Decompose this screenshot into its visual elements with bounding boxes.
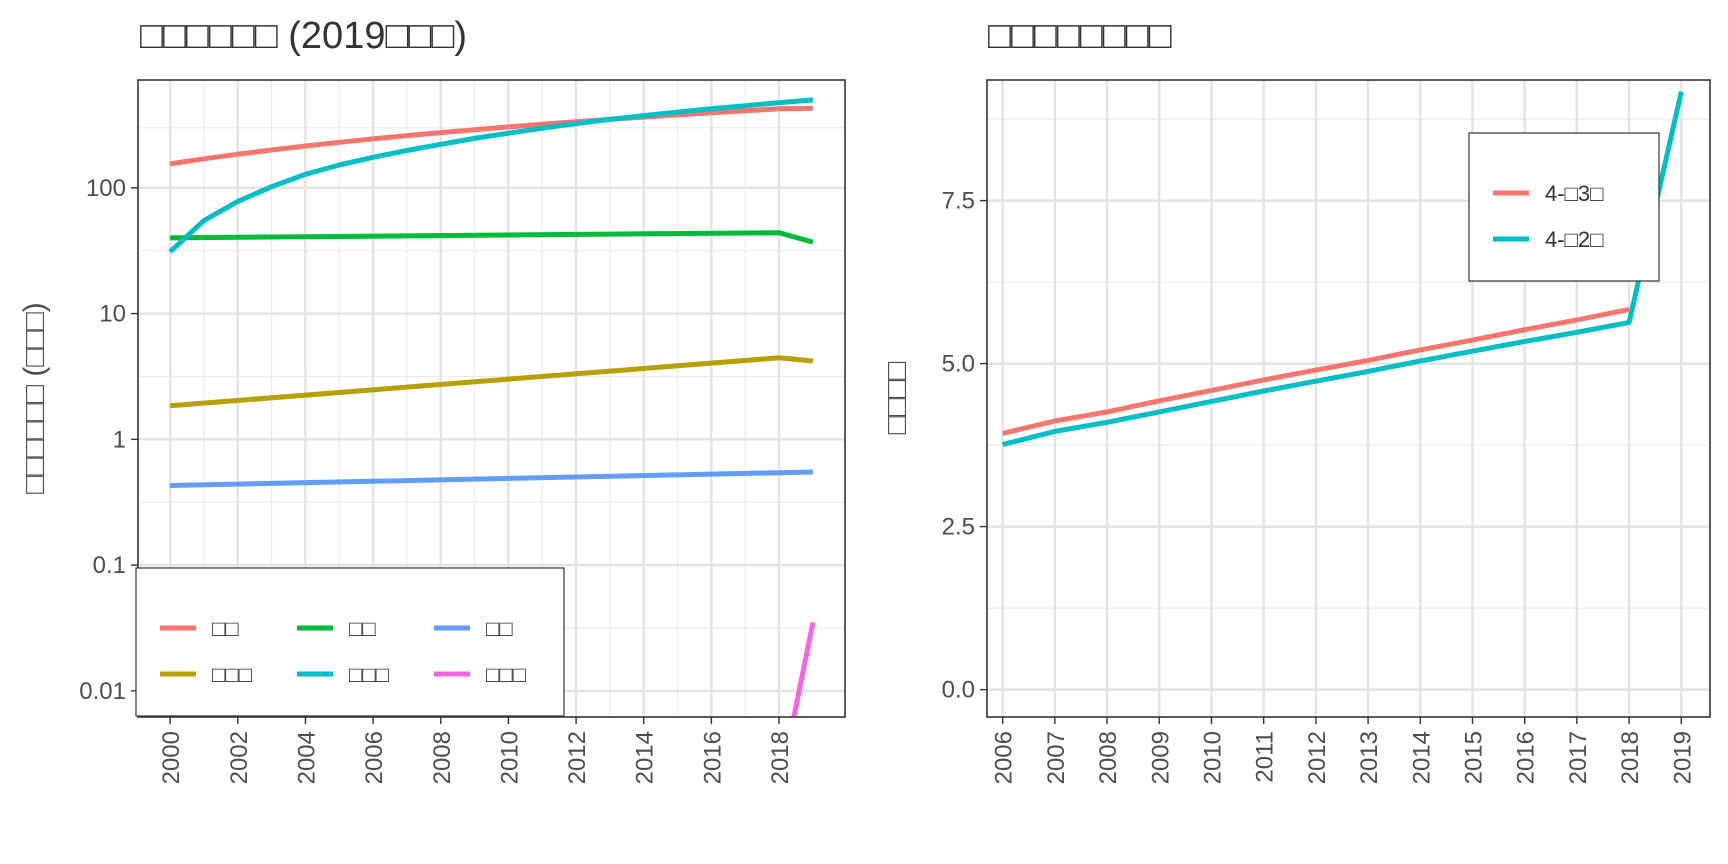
series-line bbox=[1002, 307, 1630, 436]
x-tick-label: 2004 bbox=[293, 731, 320, 784]
x-tick-label: 2012 bbox=[564, 731, 591, 784]
right-legend: 4-□3□ 4-□2□ bbox=[1468, 132, 1660, 282]
x-tick-label: 2016 bbox=[699, 731, 726, 784]
x-tick-label: 2000 bbox=[158, 731, 185, 784]
x-tick-label: 2019 bbox=[1669, 731, 1696, 784]
x-tick-label: 2007 bbox=[1043, 731, 1070, 784]
right-chart-title: □□□□□□□□ bbox=[988, 15, 1172, 57]
legend-label: □□□ bbox=[486, 662, 526, 687]
left-panel-border bbox=[137, 79, 846, 718]
x-tick-label: 2009 bbox=[1147, 731, 1174, 784]
x-tick-label: 2016 bbox=[1513, 731, 1540, 784]
x-tick-label: 2014 bbox=[1408, 731, 1435, 784]
x-tick-label: 2018 bbox=[767, 731, 794, 784]
series-line bbox=[169, 105, 813, 167]
y-tick-label: 1 bbox=[113, 426, 126, 453]
left-legend: □□ □□ □□□□□ □□□ □□□ bbox=[135, 567, 565, 717]
x-tick-label: 2010 bbox=[1199, 731, 1226, 784]
legend-label: 4-□3□ bbox=[1545, 181, 1603, 206]
y-tick-label: 7.5 bbox=[942, 188, 975, 215]
series-line bbox=[170, 469, 813, 488]
x-tick-label: 2006 bbox=[991, 731, 1018, 784]
x-tick-label: 2015 bbox=[1460, 731, 1487, 784]
x-tick-label: 2012 bbox=[1304, 731, 1331, 784]
y-tick-label: 5.0 bbox=[942, 351, 975, 378]
left-x-ticks: 2000 2002 2004 2006 2008 2010 2012 2014 2016 2018 bbox=[158, 717, 794, 784]
right-y-axis-label: □□□□ bbox=[880, 361, 913, 434]
legend-label: □□ bbox=[486, 616, 513, 641]
right-series-lines bbox=[1002, 91, 1684, 447]
series-line bbox=[791, 622, 816, 717]
right-y-ticks: 0.0 2.5 5.0 7.5 bbox=[942, 188, 987, 704]
y-tick-label: 2.5 bbox=[942, 514, 975, 541]
x-tick-label: 2018 bbox=[1617, 731, 1644, 784]
x-tick-label: 2008 bbox=[1095, 731, 1122, 784]
chart-panel-right: □□□□□□□□ 0.02.55.07.5 2006 2007 2008 2009 20… bbox=[880, 15, 1711, 784]
y-tick-label: 0.0 bbox=[942, 677, 975, 704]
left-y-axis-label: □□□□□□ (□□□) bbox=[18, 302, 51, 493]
right-legend-box bbox=[1468, 132, 1660, 282]
x-tick-label: 2008 bbox=[429, 731, 456, 784]
series-line bbox=[170, 230, 814, 245]
left-legend-box bbox=[135, 567, 565, 717]
x-tick-label: 2011 bbox=[1252, 731, 1279, 783]
x-tick-label: 2013 bbox=[1356, 731, 1383, 784]
series-line bbox=[168, 97, 814, 254]
x-tick-label: 2006 bbox=[361, 731, 388, 784]
x-tick-label: 2010 bbox=[496, 731, 523, 784]
right-x-ticks: 2006 2007 2008 2009 2010 2011 2012 2013 2014 2015… bbox=[991, 717, 1696, 784]
left-chart-title: □□□□□□ (2019□□□) bbox=[140, 15, 467, 57]
y-tick-label: 10 bbox=[99, 301, 126, 328]
y-tick-label: 0.01 bbox=[79, 678, 126, 705]
series-line bbox=[1002, 91, 1684, 447]
x-tick-label: 2014 bbox=[632, 731, 659, 784]
series-line bbox=[169, 355, 814, 409]
legend-label: □□ bbox=[212, 616, 239, 641]
legend-label: 4-□2□ bbox=[1545, 227, 1603, 252]
left-series-lines bbox=[168, 97, 816, 717]
right-panel-border bbox=[986, 79, 1711, 718]
legend-label: □□□ bbox=[349, 662, 389, 687]
legend-label: □□ bbox=[349, 616, 376, 641]
y-tick-label: 0.1 bbox=[93, 552, 126, 579]
x-tick-label: 2002 bbox=[226, 731, 253, 784]
x-tick-label: 2017 bbox=[1565, 731, 1592, 784]
legend-label: □□□ bbox=[212, 662, 252, 687]
left-y-ticks: 0.01 0.1 1 10 100 bbox=[79, 175, 138, 705]
y-tick-label: 100 bbox=[86, 175, 126, 202]
